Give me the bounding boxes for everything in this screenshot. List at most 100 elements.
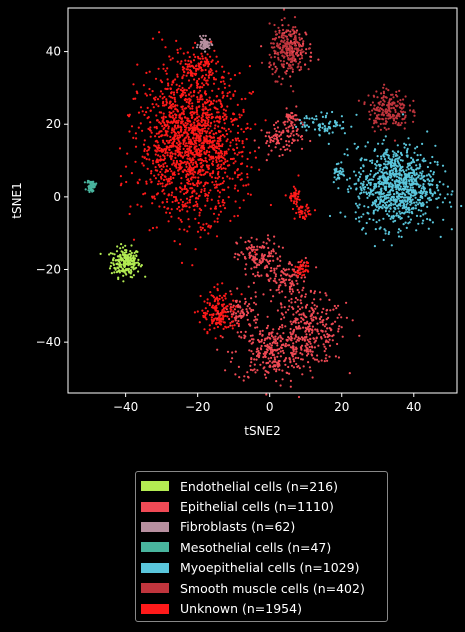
scatter-point — [371, 161, 374, 164]
scatter-point — [418, 198, 422, 201]
scatter-point — [380, 182, 383, 185]
scatter-point — [208, 47, 211, 50]
scatter-point — [391, 164, 395, 167]
scatter-point — [120, 266, 123, 269]
scatter-point — [231, 351, 234, 354]
scatter-point — [429, 190, 432, 193]
scatter-point — [179, 190, 182, 193]
scatter-point — [248, 65, 251, 68]
scatter-point — [231, 306, 235, 309]
scatter-point — [150, 172, 153, 175]
scatter-point — [258, 168, 261, 171]
scatter-point — [281, 46, 284, 49]
scatter-point — [387, 101, 390, 104]
scatter-point — [413, 194, 416, 197]
scatter-point — [265, 242, 268, 245]
scatter-point — [313, 128, 317, 131]
scatter-point — [262, 356, 265, 359]
scatter-point — [189, 177, 192, 180]
scatter-point — [340, 161, 343, 164]
scatter-point — [340, 115, 343, 118]
scatter-point — [170, 215, 173, 218]
scatter-point — [194, 171, 197, 174]
scatter-point — [191, 110, 194, 114]
scatter-point — [243, 255, 246, 259]
scatter-point — [270, 136, 274, 139]
scatter-point — [239, 236, 242, 239]
scatter-point — [146, 149, 149, 152]
scatter-point — [89, 183, 92, 186]
scatter-point — [329, 120, 332, 123]
scatter-point — [199, 128, 202, 132]
scatter-point — [191, 151, 194, 154]
scatter-point — [216, 120, 219, 123]
scatter-point — [254, 275, 257, 278]
scatter-point — [398, 210, 401, 213]
scatter-point — [158, 121, 161, 124]
scatter-point — [193, 91, 196, 94]
scatter-point — [185, 124, 188, 127]
scatter-point — [281, 313, 284, 316]
scatter-point — [179, 198, 182, 201]
scatter-point — [273, 62, 276, 65]
scatter-point — [432, 173, 435, 176]
scatter-point — [290, 351, 293, 354]
scatter-point — [194, 248, 197, 251]
scatter-point — [276, 355, 279, 358]
scatter-point — [384, 232, 387, 235]
scatter-point — [371, 101, 374, 104]
scatter-point — [174, 196, 177, 199]
scatter-point — [428, 179, 431, 183]
scatter-point — [187, 105, 190, 108]
scatter-point — [432, 171, 435, 174]
scatter-point — [306, 210, 309, 213]
scatter-point — [127, 267, 130, 270]
scatter-point — [196, 310, 199, 313]
scatter-point — [405, 226, 408, 229]
scatter-point — [382, 192, 385, 195]
scatter-point — [374, 167, 377, 170]
scatter-point — [387, 160, 390, 163]
scatter-point — [248, 254, 251, 257]
scatter-point — [357, 195, 360, 198]
scatter-point — [133, 267, 137, 270]
scatter-point — [411, 174, 414, 177]
scatter-point — [284, 284, 287, 287]
scatter-point — [170, 158, 173, 161]
scatter-point — [362, 164, 365, 167]
scatter-point — [323, 345, 326, 348]
scatter-point — [211, 72, 214, 75]
scatter-point — [317, 360, 320, 363]
scatter-point — [269, 254, 272, 258]
scatter-point — [216, 146, 219, 150]
scatter-point — [412, 99, 415, 102]
scatter-point — [282, 272, 285, 275]
scatter-point — [288, 278, 291, 281]
scatter-point — [143, 148, 146, 151]
scatter-point — [393, 139, 397, 142]
scatter-point — [392, 122, 395, 125]
scatter-point — [187, 173, 190, 176]
scatter-point — [197, 176, 200, 179]
scatter-point — [203, 328, 206, 331]
scatter-point — [302, 313, 305, 316]
scatter-point — [317, 124, 320, 127]
scatter-point — [290, 35, 293, 38]
scatter-point — [257, 349, 260, 353]
scatter-point — [112, 258, 115, 261]
scatter-point — [318, 129, 321, 132]
scatter-point — [377, 142, 380, 145]
scatter-point — [192, 158, 195, 161]
scatter-point — [149, 135, 152, 138]
scatter-point — [238, 305, 241, 308]
scatter-point — [411, 198, 414, 201]
scatter-point — [363, 205, 366, 208]
scatter-point — [411, 212, 414, 215]
scatter-point — [415, 183, 418, 186]
scatter-point — [198, 207, 201, 210]
scatter-point — [388, 109, 391, 112]
scatter-point — [404, 111, 407, 114]
scatter-point — [254, 291, 257, 294]
scatter-point — [417, 176, 420, 179]
scatter-point — [248, 340, 251, 343]
